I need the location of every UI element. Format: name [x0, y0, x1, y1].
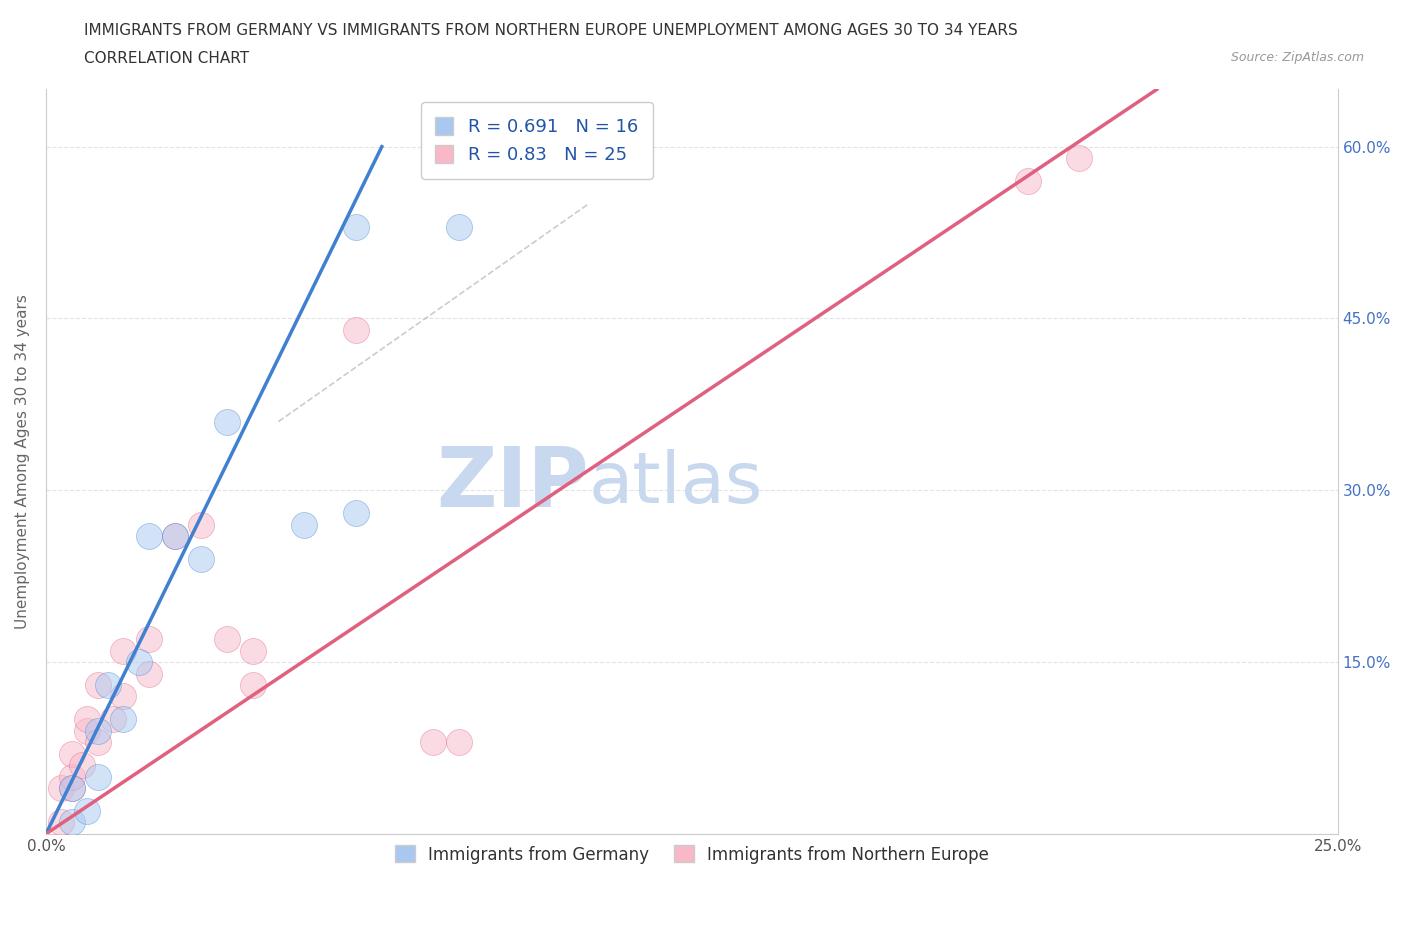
- Point: [86, 724, 108, 738]
- Point: [344, 506, 367, 521]
- Point: [449, 219, 471, 234]
- Point: [344, 219, 367, 234]
- Point: [1017, 174, 1039, 189]
- Point: [138, 528, 160, 543]
- Text: IMMIGRANTS FROM GERMANY VS IMMIGRANTS FROM NORTHERN EUROPE UNEMPLOYMENT AMONG AG: IMMIGRANTS FROM GERMANY VS IMMIGRANTS FR…: [84, 23, 1018, 38]
- Point: [60, 780, 83, 795]
- Point: [190, 517, 212, 532]
- Point: [112, 711, 135, 726]
- Point: [215, 414, 238, 429]
- Point: [60, 769, 83, 784]
- Point: [190, 551, 212, 566]
- Point: [60, 746, 83, 761]
- Point: [112, 689, 135, 704]
- Point: [86, 769, 108, 784]
- Point: [344, 323, 367, 338]
- Point: [165, 528, 187, 543]
- Point: [76, 804, 98, 818]
- Text: Source: ZipAtlas.com: Source: ZipAtlas.com: [1230, 51, 1364, 64]
- Point: [60, 815, 83, 830]
- Point: [112, 644, 135, 658]
- Text: CORRELATION CHART: CORRELATION CHART: [84, 51, 249, 66]
- Point: [51, 780, 73, 795]
- Point: [242, 644, 264, 658]
- Point: [215, 631, 238, 646]
- Point: [422, 735, 444, 750]
- Point: [165, 528, 187, 543]
- Point: [242, 678, 264, 693]
- Point: [138, 631, 160, 646]
- Point: [292, 517, 315, 532]
- Point: [128, 655, 150, 670]
- Point: [86, 678, 108, 693]
- Point: [70, 758, 93, 773]
- Legend: Immigrants from Germany, Immigrants from Northern Europe: Immigrants from Germany, Immigrants from…: [388, 839, 995, 870]
- Point: [76, 724, 98, 738]
- Point: [86, 735, 108, 750]
- Point: [101, 711, 124, 726]
- Y-axis label: Unemployment Among Ages 30 to 34 years: Unemployment Among Ages 30 to 34 years: [15, 294, 30, 629]
- Point: [1069, 151, 1091, 166]
- Text: atlas: atlas: [589, 449, 763, 518]
- Point: [97, 678, 120, 693]
- Point: [449, 735, 471, 750]
- Text: ZIP: ZIP: [436, 444, 589, 525]
- Point: [60, 780, 83, 795]
- Point: [138, 666, 160, 681]
- Point: [76, 711, 98, 726]
- Point: [51, 815, 73, 830]
